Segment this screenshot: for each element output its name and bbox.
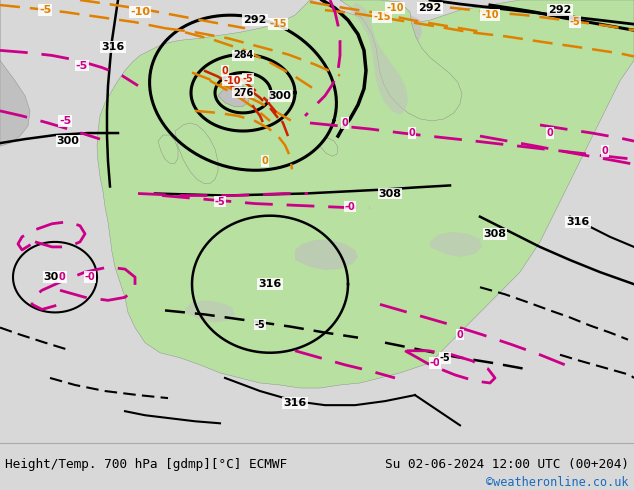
Text: -5: -5 <box>76 60 88 71</box>
Text: 292: 292 <box>548 5 572 15</box>
Text: 0: 0 <box>58 272 65 282</box>
Text: 0: 0 <box>456 330 463 340</box>
Text: 300: 300 <box>269 91 292 101</box>
Text: -5: -5 <box>59 116 71 126</box>
Text: 308: 308 <box>378 189 401 198</box>
Polygon shape <box>175 123 218 183</box>
Text: -0: -0 <box>84 272 95 282</box>
Text: -10: -10 <box>223 75 241 86</box>
Text: 0: 0 <box>222 66 228 75</box>
Text: 308: 308 <box>44 272 67 282</box>
Polygon shape <box>350 2 408 115</box>
Polygon shape <box>0 0 30 146</box>
Polygon shape <box>295 240 358 270</box>
Polygon shape <box>158 135 178 163</box>
Polygon shape <box>218 85 250 107</box>
Text: 0: 0 <box>547 128 553 138</box>
Text: -5: -5 <box>255 319 266 329</box>
Text: -5: -5 <box>243 74 254 84</box>
Text: -5: -5 <box>439 353 450 363</box>
Text: ©weatheronline.co.uk: ©weatheronline.co.uk <box>486 476 629 489</box>
Text: 284: 284 <box>233 50 253 60</box>
Text: 0: 0 <box>602 146 609 156</box>
Text: -0: -0 <box>345 201 356 212</box>
Text: 0: 0 <box>409 128 415 138</box>
Text: -15: -15 <box>373 12 391 22</box>
Text: -10: -10 <box>386 3 404 13</box>
Text: -0: -0 <box>430 358 441 368</box>
Polygon shape <box>97 0 634 388</box>
Polygon shape <box>430 232 482 257</box>
Text: -5: -5 <box>39 5 51 15</box>
Text: 308: 308 <box>484 229 507 239</box>
Text: Height/Temp. 700 hPa [gdmp][°C] ECMWF: Height/Temp. 700 hPa [gdmp][°C] ECMWF <box>5 458 287 471</box>
Text: 316: 316 <box>259 279 281 289</box>
Text: 0: 0 <box>342 118 348 128</box>
Text: 300: 300 <box>56 136 79 146</box>
Text: -10: -10 <box>481 10 499 20</box>
Text: Su 02-06-2024 12:00 UTC (00+204): Su 02-06-2024 12:00 UTC (00+204) <box>385 458 629 471</box>
Text: -5: -5 <box>569 17 580 27</box>
Polygon shape <box>320 138 338 156</box>
Text: 292: 292 <box>418 3 442 13</box>
Text: 316: 316 <box>283 398 307 408</box>
Text: -10: -10 <box>130 7 150 17</box>
Text: 316: 316 <box>101 42 125 52</box>
Text: 0: 0 <box>262 156 268 166</box>
Polygon shape <box>370 10 422 49</box>
Text: 276: 276 <box>233 88 253 98</box>
Polygon shape <box>340 0 462 121</box>
Text: -15: -15 <box>269 19 287 29</box>
Polygon shape <box>185 300 235 322</box>
Text: 316: 316 <box>566 217 590 227</box>
Text: 292: 292 <box>243 15 267 25</box>
Text: -5: -5 <box>215 196 225 207</box>
